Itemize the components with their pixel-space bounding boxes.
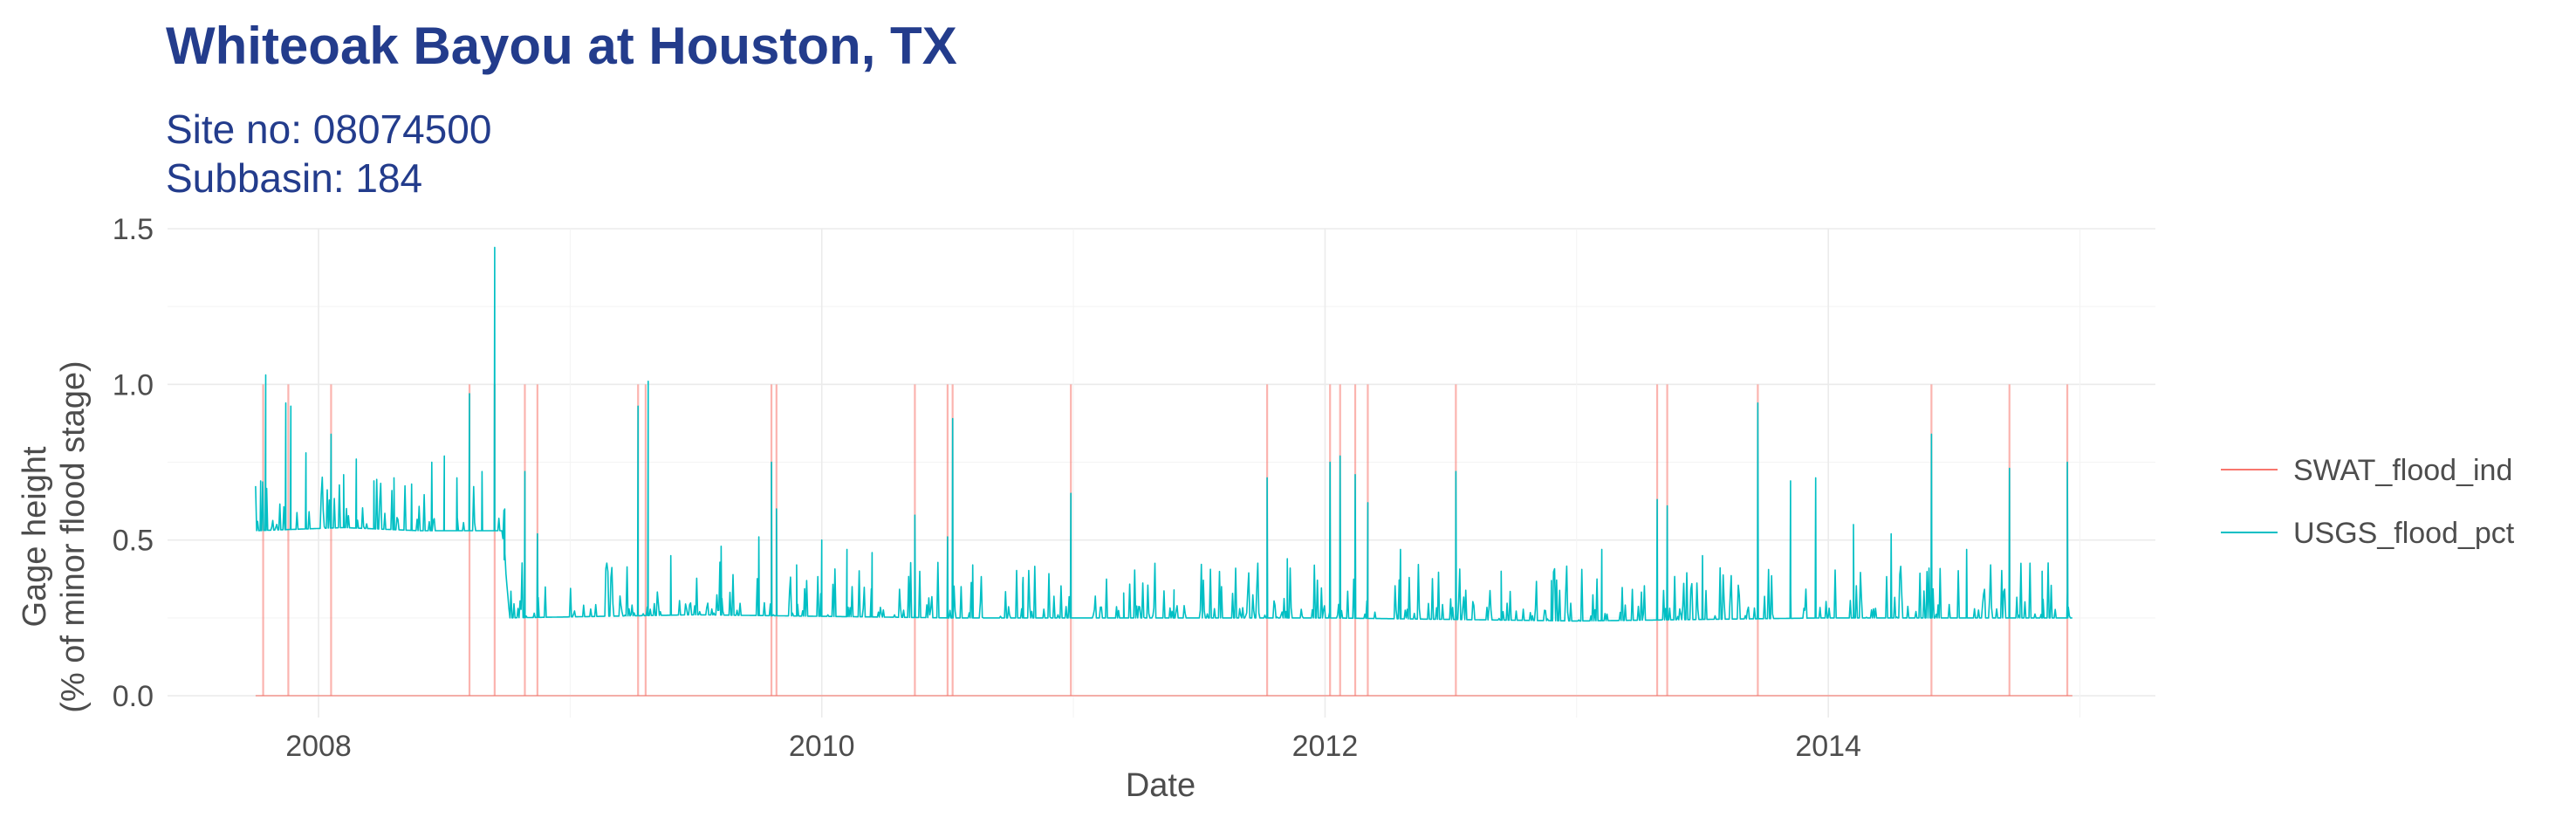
chart-title: Whiteoak Bayou at Houston, TX xyxy=(166,17,957,75)
x-tick-label: 2010 xyxy=(789,730,855,763)
y-tick-label: 1.0 xyxy=(113,368,154,402)
legend-label-swat: SWAT_flood_ind xyxy=(2293,454,2512,487)
usgs-line xyxy=(255,246,2072,622)
x-tick-label: 2014 xyxy=(1795,730,1861,763)
legend-label-usgs: USGS_flood_pct xyxy=(2293,517,2515,550)
x-tick-label: 2012 xyxy=(1292,730,1359,763)
y-axis-title-line-2: (% of minor flood stage) xyxy=(55,360,92,712)
y-tick-label: 0.5 xyxy=(113,525,154,558)
series-usgs-flood-pct xyxy=(255,246,2072,622)
subtitle-line-subbasin: Subbasin: 184 xyxy=(166,155,423,201)
x-axis-title: Date xyxy=(1126,767,1196,804)
grid xyxy=(168,228,2155,718)
x-tick-label: 2008 xyxy=(285,730,352,763)
subtitle-line-site: Site no: 08074500 xyxy=(166,106,492,152)
legend: SWAT_flood_ind USGS_flood_pct xyxy=(2221,454,2515,550)
y-tick-label: 1.5 xyxy=(113,213,154,246)
x-axis-ticks: 2008 2010 2012 2014 xyxy=(285,730,1861,763)
y-axis-title: Gage height (% of minor flood stage) xyxy=(17,360,92,712)
y-axis-title-line-1: Gage height xyxy=(17,446,53,627)
chart-subtitle: Site no: 08074500 Subbasin: 184 xyxy=(166,105,491,203)
y-axis-ticks: 0.0 0.5 1.0 1.5 xyxy=(113,213,154,713)
y-tick-label: 0.0 xyxy=(113,680,154,713)
